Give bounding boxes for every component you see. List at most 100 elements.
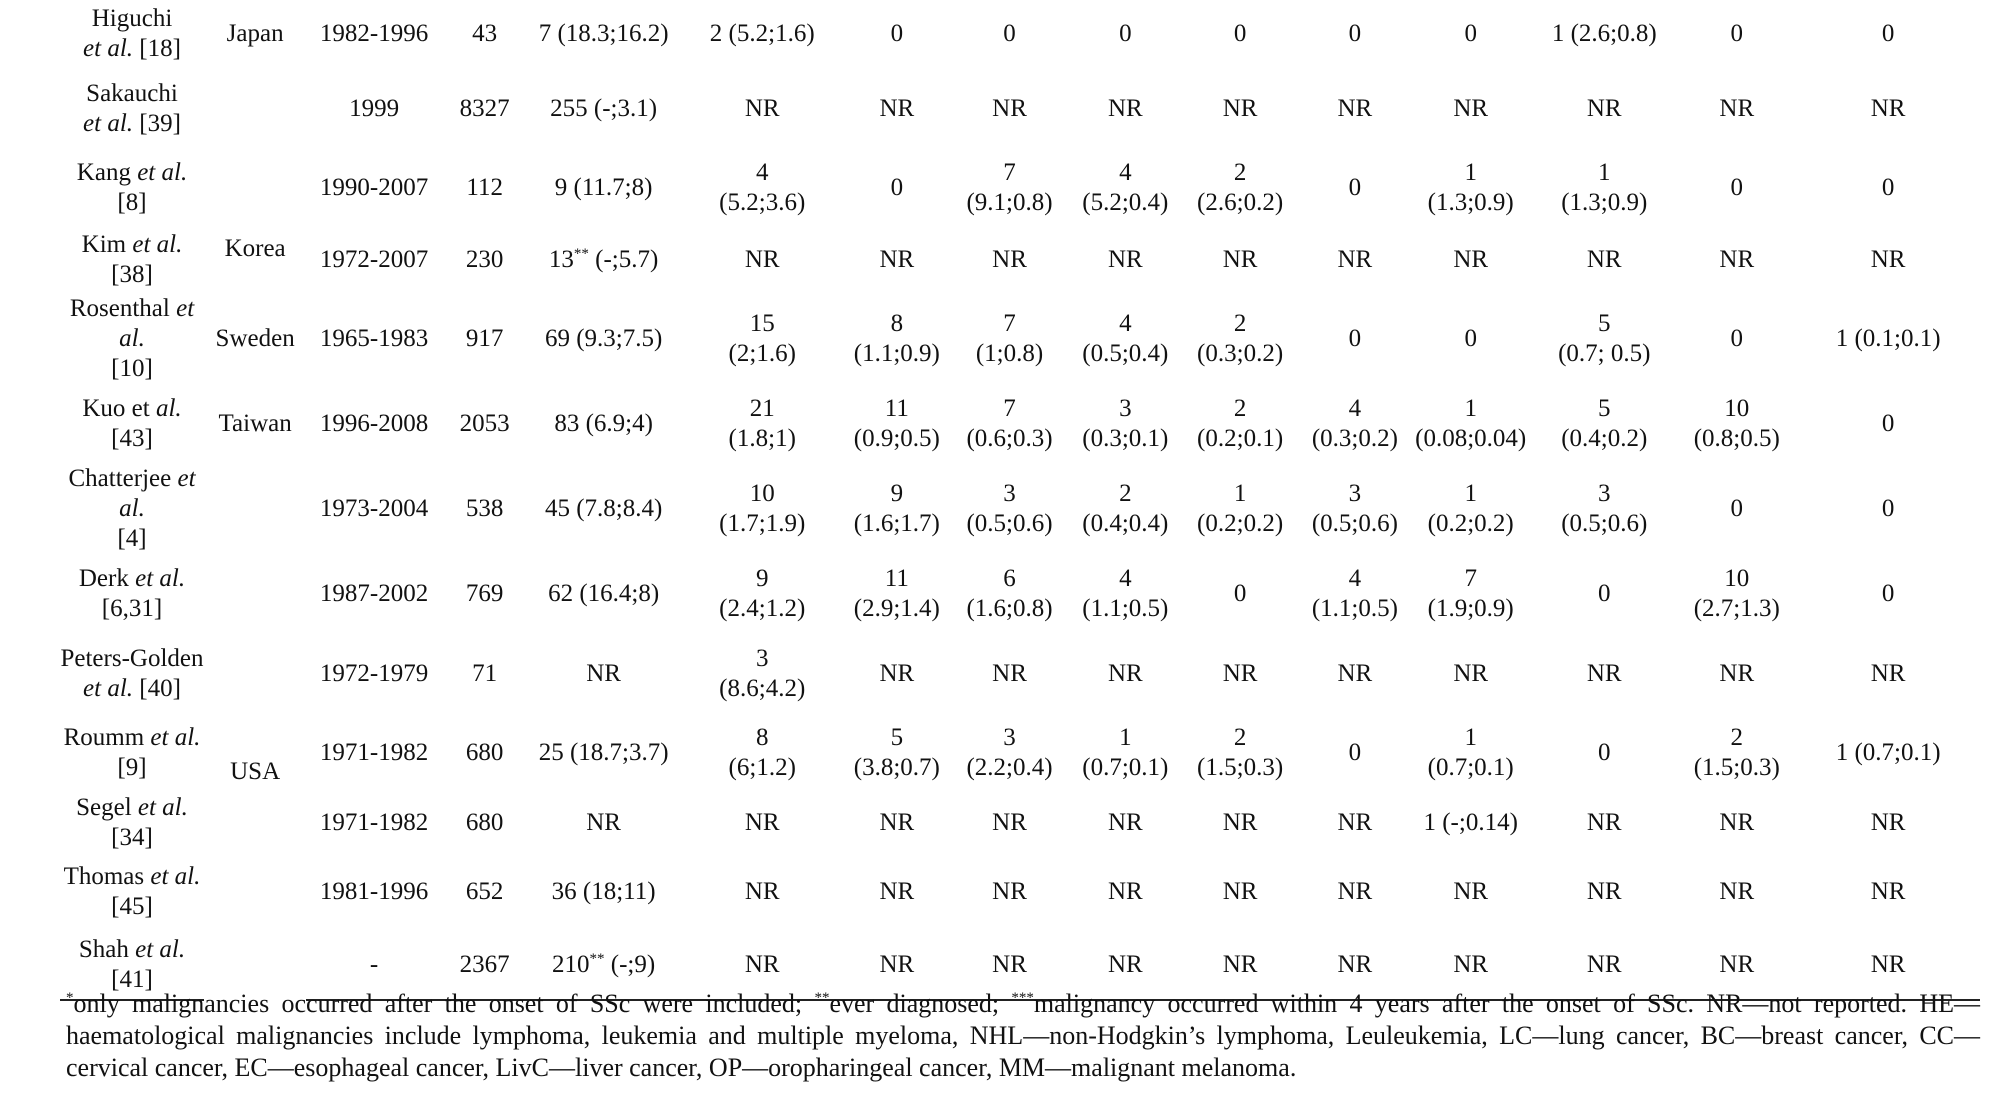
site-cell: NR bbox=[1796, 68, 1980, 150]
study-author-name: Roumm bbox=[63, 724, 145, 751]
site-count: 8 bbox=[755, 724, 769, 751]
site-count: NR bbox=[1107, 95, 1143, 122]
site-cell: NR bbox=[845, 226, 949, 294]
site-cell: 1 (0.2;0.2) bbox=[1181, 464, 1300, 554]
site-cell: NR bbox=[680, 854, 845, 930]
study-etal-ref: et al. [39] bbox=[60, 109, 204, 139]
site-cell: 4 (0.3;0.2) bbox=[1300, 384, 1411, 464]
site-cell: 0 bbox=[1300, 150, 1411, 226]
study-etal: et al. bbox=[137, 159, 188, 186]
total-count: 210 bbox=[552, 950, 590, 978]
site-cell: 1 (0.2;0.2) bbox=[1410, 464, 1531, 554]
site-count: 0 bbox=[1348, 20, 1362, 47]
study-author-name: Kang bbox=[76, 159, 131, 186]
total-malignancy-cell: 25 (18.7;3.7) bbox=[538, 739, 669, 766]
site-count: 5 bbox=[1597, 310, 1611, 337]
country-cell: Japan bbox=[204, 0, 306, 68]
table-row: Chatterjee et al. [4] USA 1973-2004 538 45 (7… bbox=[60, 464, 1980, 785]
site-rates: (0.5;0.6) bbox=[966, 510, 1053, 537]
years-cell: 1972-2007 bbox=[319, 246, 429, 273]
site-count: 7 bbox=[1003, 159, 1016, 186]
site-cell: NR bbox=[1796, 634, 1980, 714]
site-rates: (0.4;0.2) bbox=[1561, 425, 1648, 452]
table-row: Segel et al. [34] 1971-1982 680 NR NR NR NR NR N… bbox=[60, 792, 1980, 854]
study-cell: Thomas et al. [45] bbox=[60, 854, 204, 930]
site-rates: (6;1.2) bbox=[728, 754, 796, 781]
site-cell: NR bbox=[845, 854, 949, 930]
site-cell: 0 bbox=[1070, 0, 1181, 68]
site-count: 4 bbox=[755, 159, 769, 186]
total-rates: (-;5.7) bbox=[588, 246, 659, 273]
total-footnote-marker: ** bbox=[589, 950, 605, 967]
site-count: 0 bbox=[1881, 20, 1895, 47]
years-cell: 1965-1983 bbox=[319, 325, 429, 352]
site-cell: 1 (-;0.14) bbox=[1410, 792, 1531, 854]
site-count: 4 bbox=[1348, 565, 1362, 592]
malignancy-table: Higuchi et al. [18] Japan 1982-1996 43 7 (18.… bbox=[60, 0, 1980, 1001]
site-rates: (1.5;0.3) bbox=[1693, 754, 1780, 781]
site-count: 4 bbox=[1119, 565, 1132, 592]
site-cell: 7 (1.9;0.9) bbox=[1410, 554, 1531, 634]
site-count: 3 bbox=[1003, 724, 1016, 751]
total-malignancy-cell: 9 (11.7;8) bbox=[554, 174, 653, 201]
site-count: NR bbox=[1107, 246, 1143, 273]
patients-cell: 112 bbox=[466, 174, 503, 201]
site-count: NR bbox=[1453, 660, 1489, 687]
study-ref: [4] bbox=[117, 525, 147, 552]
study-author-name: Segel bbox=[76, 794, 132, 821]
site-count: 4 bbox=[1348, 395, 1362, 422]
total-footnote-marker: ** bbox=[573, 246, 589, 262]
site-count: 6 bbox=[1003, 565, 1016, 592]
study-author-name: Shah bbox=[78, 935, 129, 963]
site-rates: (0.08;0.04) bbox=[1415, 425, 1527, 452]
site-rates: (1.1;0.9) bbox=[853, 340, 940, 367]
site-count: 1 bbox=[1597, 159, 1611, 186]
study-author: Sakauchi bbox=[86, 80, 178, 107]
country-label: Sweden bbox=[215, 325, 295, 352]
study-etal-ref: et al. [18] bbox=[60, 34, 204, 64]
site-cell: 4 (5.2;3.6) bbox=[680, 150, 845, 226]
site-cell: 10 (2.7;1.3) bbox=[1677, 554, 1796, 634]
site-count: NR bbox=[1586, 809, 1622, 836]
site-cell: NR bbox=[1410, 854, 1531, 930]
table-row: Peters-Golden et al. [40] 1972-1979 71 NR 3 (8… bbox=[60, 634, 1980, 714]
site-cell: 1 (0.7;0.1) bbox=[1796, 714, 1980, 792]
site-count: 2 bbox=[1730, 724, 1744, 751]
site-count: 0 bbox=[1003, 20, 1016, 47]
site-rates: (2.4;1.2) bbox=[719, 595, 806, 622]
study-ref: [39] bbox=[139, 110, 181, 137]
site-count: 2 bbox=[1233, 310, 1247, 337]
table-row: Roumm et al. [9] 1971-1982 680 25 (18.7;3.7… bbox=[60, 714, 1980, 792]
site-cell: NR bbox=[1796, 930, 1980, 1001]
site-rates: (0.8;0.5) bbox=[1693, 425, 1780, 452]
site-count: 7 bbox=[1003, 310, 1016, 337]
site-count: 10 bbox=[1724, 395, 1750, 422]
site-rates: (0.7; 0.5) bbox=[1558, 340, 1651, 367]
years-cell: 1987-2002 bbox=[319, 580, 429, 607]
study-ref: [18] bbox=[139, 35, 181, 62]
site-cell: 1 (0.1;0.1) bbox=[1796, 294, 1980, 384]
site-count: NR bbox=[1586, 660, 1622, 687]
country-cell bbox=[204, 68, 306, 150]
site-count: 15 bbox=[749, 310, 775, 337]
study-cell: Peters-Golden et al. [40] bbox=[60, 634, 204, 714]
site-cell: NR bbox=[1070, 930, 1181, 1001]
site-cell: NR bbox=[1410, 226, 1531, 294]
site-count: NR bbox=[1453, 878, 1489, 905]
total-malignancy-cell: 7 (18.3;16.2) bbox=[538, 20, 669, 47]
site-cell: 4 (1.1;0.5) bbox=[1300, 554, 1411, 634]
site-rates: (1.7;1.9) bbox=[719, 510, 806, 537]
site-count: 1 bbox=[1119, 724, 1132, 751]
site-cell: NR bbox=[680, 226, 845, 294]
total-malignancy-cell: 255 (-;3.1) bbox=[550, 95, 658, 122]
total-malignancy-cell: 62 (16.4;8) bbox=[548, 580, 660, 607]
site-rates: (5.2;0.4) bbox=[1082, 189, 1169, 216]
years-cell: 1973-2004 bbox=[319, 495, 429, 522]
site-cell: 0 bbox=[1677, 0, 1796, 68]
site-rates: (0.7;0.1) bbox=[1427, 754, 1514, 781]
study-etal: et al. bbox=[132, 231, 183, 258]
total-malignancy-cell: 83 (6.9;4) bbox=[554, 410, 653, 437]
site-cell: 2 (0.2;0.1) bbox=[1181, 384, 1300, 464]
site-cell: 1 (0.7;0.1) bbox=[1410, 714, 1531, 792]
site-rates: (0.2;0.2) bbox=[1197, 510, 1284, 537]
